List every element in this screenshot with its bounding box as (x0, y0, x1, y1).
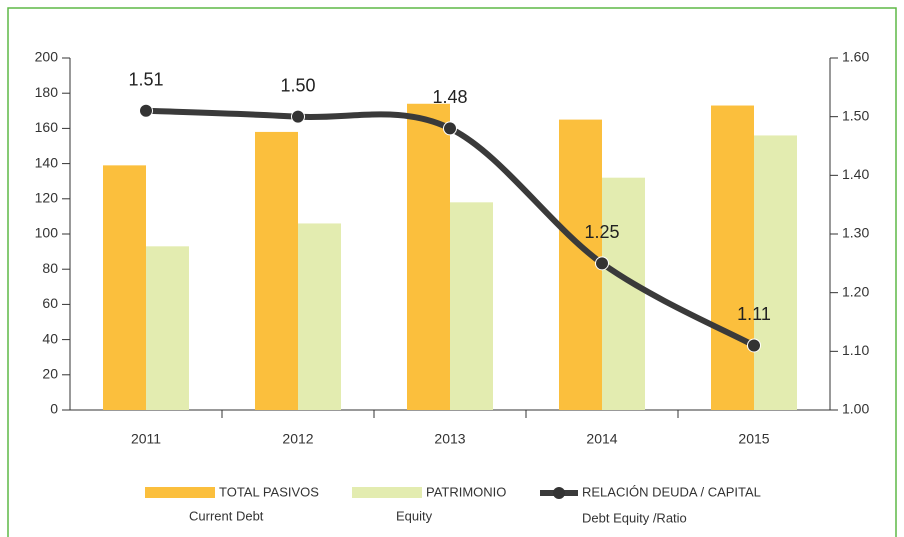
data-label: 1.11 (737, 304, 771, 324)
y2-tick-label: 1.60 (842, 49, 869, 65)
line-marker (139, 103, 153, 118)
x-tick-label: 2011 (131, 431, 161, 447)
legend-swatch (352, 487, 422, 498)
legend-marker (553, 487, 565, 499)
data-label: 1.51 (128, 70, 163, 90)
bar (754, 135, 797, 410)
bar (559, 119, 602, 410)
y2-tick-label: 1.20 (842, 283, 869, 299)
legend-sublabel: Equity (396, 508, 433, 523)
line-marker (291, 109, 305, 124)
y-tick-label: 40 (42, 330, 58, 346)
y-tick-label: 0 (50, 401, 58, 417)
bar (298, 223, 341, 410)
y-tick-label: 80 (42, 260, 58, 276)
y2-tick-label: 1.30 (842, 225, 869, 241)
data-label: 1.50 (280, 75, 315, 95)
legend-label: PATRIMONIO (426, 484, 506, 499)
bar (602, 177, 645, 410)
legend-sublabel: Current Debt (189, 508, 264, 523)
y2-tick-label: 1.40 (842, 166, 869, 182)
legend-label: RELACIÓN DEUDA / CAPITAL (582, 484, 761, 499)
y-tick-label: 20 (42, 366, 58, 382)
line-marker (595, 256, 609, 271)
legend-label: TOTAL PASIVOS (219, 484, 319, 499)
y-tick-label: 140 (35, 154, 59, 170)
data-label: 1.48 (432, 87, 467, 107)
y2-tick-label: 1.10 (842, 342, 869, 358)
legend-swatch (145, 487, 215, 498)
y-tick-label: 60 (42, 295, 58, 311)
y2-tick-label: 1.50 (842, 107, 869, 123)
x-tick-label: 2014 (586, 431, 617, 447)
bar (146, 246, 189, 410)
bar (407, 103, 450, 410)
x-tick-label: 2015 (738, 431, 769, 447)
y-tick-label: 120 (35, 190, 59, 206)
y2-tick-label: 1.00 (842, 401, 869, 417)
y-tick-label: 100 (35, 225, 59, 241)
bar (103, 165, 146, 410)
bar (450, 202, 493, 410)
frame (7, 7, 897, 537)
x-tick-label: 2012 (282, 431, 313, 447)
legend-sublabel: Debt Equity /Ratio (582, 510, 687, 525)
line-marker (747, 338, 761, 353)
x-tick-label: 2013 (434, 431, 465, 447)
bar (711, 105, 754, 411)
line-marker (443, 121, 457, 136)
y-tick-label: 200 (35, 49, 59, 65)
bar (255, 131, 298, 411)
y-tick-label: 160 (35, 119, 59, 135)
y-tick-label: 180 (35, 84, 59, 100)
data-label: 1.25 (584, 222, 619, 242)
